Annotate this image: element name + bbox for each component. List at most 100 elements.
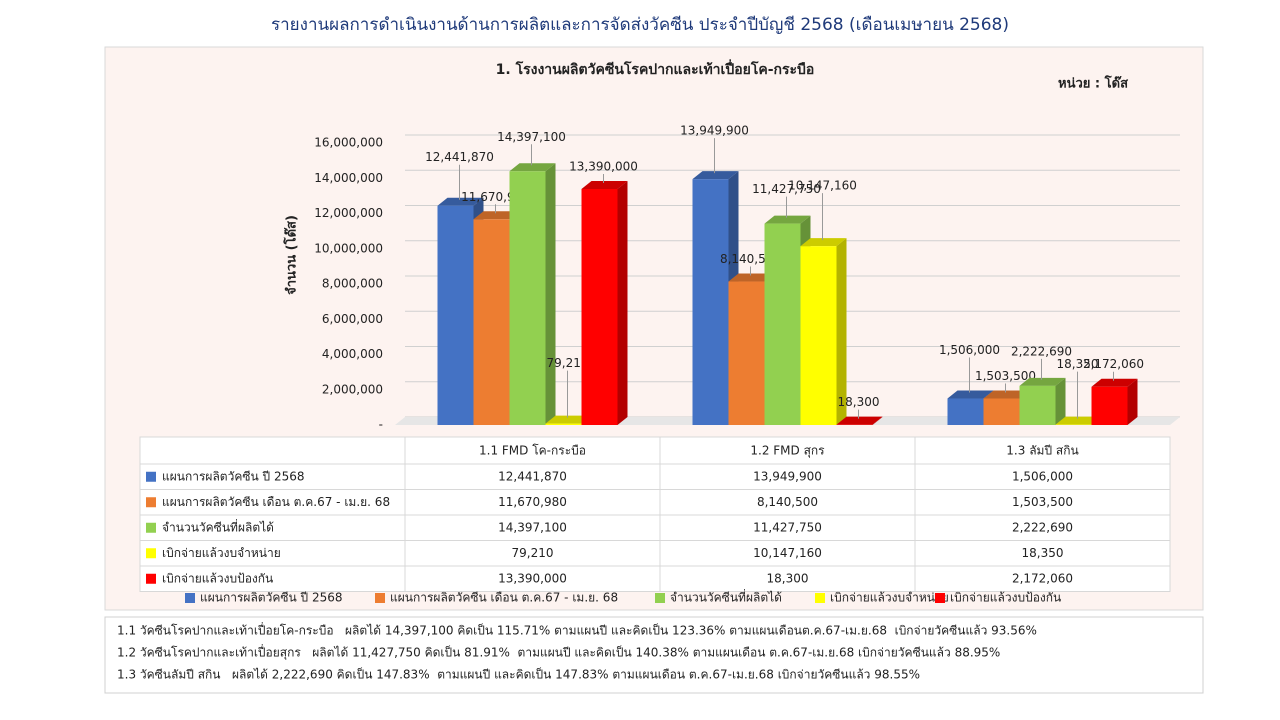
data-label: 14,397,100: [497, 130, 566, 144]
y-tick-label: 2,000,000: [322, 382, 383, 396]
table-cell: 12,441,870: [498, 469, 567, 483]
bar-top: [764, 215, 811, 224]
data-label: 11,427,750: [752, 182, 821, 196]
bar: [692, 179, 729, 425]
legend-swatch: [146, 522, 156, 533]
bar-top: [473, 211, 520, 220]
bar-top: [1091, 378, 1138, 387]
y-tick-label: 10,000,000: [314, 241, 383, 255]
bar: [947, 398, 984, 425]
bar-side: [872, 416, 883, 425]
bar-top: [1019, 377, 1066, 386]
data-label: 79,210: [547, 356, 589, 370]
table-cell: 18,350: [1022, 546, 1064, 560]
bar: [437, 205, 474, 425]
bar-top: [1055, 416, 1102, 425]
table-cell: 10,147,160: [753, 546, 822, 560]
bar: [1019, 385, 1056, 425]
data-label: 13,949,900: [680, 124, 749, 138]
y-tick-label: -: [379, 418, 383, 432]
table-cell: 11,670,980: [498, 495, 567, 509]
page-title: รายงานผลการดำเนินงานด้านการผลิตและการจัด…: [271, 15, 1009, 35]
chart-title: 1. โรงงานผลิตวัคซีนโรคปากและเท้าเปื่อยโค…: [496, 59, 815, 78]
note: 1.3 วัคซีนลัมปี สกิน ผลิตได้ 2,222,690 ค…: [117, 667, 920, 682]
bar-top: [836, 416, 883, 425]
row-label: แผนการผลิตวัคซีน ปี 2568: [162, 469, 305, 483]
bar-top: [509, 163, 556, 172]
legend-swatch: [375, 593, 385, 603]
bar-top: [947, 390, 994, 399]
table-cell: 18,300: [767, 571, 809, 585]
legend-label: เบิกจ่ายแล้วงบป้องกัน: [950, 591, 1061, 605]
table-cell: 13,949,900: [753, 469, 822, 483]
bar-side: [545, 163, 556, 426]
bar-top: [728, 273, 775, 282]
note: 1.1 วัคซีนโรคปากและเท้าเปื่อยโค-กระบือ ผ…: [117, 622, 1037, 638]
bar-top: [437, 197, 484, 206]
table-cell: 2,172,060: [1012, 571, 1073, 585]
data-label: 1,506,000: [939, 343, 1000, 357]
bar: [983, 398, 1020, 425]
bar-top: [581, 181, 628, 190]
bar: [581, 189, 618, 425]
bar-side: [617, 181, 628, 425]
bar: [1091, 386, 1128, 425]
bar: [509, 171, 546, 425]
table-cell: 13,390,000: [498, 571, 567, 585]
note: 1.2 วัคซีนโรคปากและเท้าเปื่อยสุกร ผลิตได…: [117, 644, 1000, 661]
y-tick-label: 6,000,000: [322, 312, 383, 326]
legend-swatch: [146, 573, 156, 584]
x-tick-label: 1.2 FMD สุกร: [750, 444, 825, 459]
table-cell: 1,506,000: [1012, 469, 1073, 483]
table-cell: 1,503,500: [1012, 495, 1073, 509]
x-tick-label: 1.3 ลัมปี สกิน: [1006, 444, 1078, 458]
unit-label: หน่วย : โด๊ส: [1058, 75, 1128, 92]
y-axis-title: จำนวน (โด๊ส): [283, 215, 300, 295]
bar: [764, 223, 801, 425]
data-label: 2,172,060: [1083, 357, 1144, 371]
x-tick-label: 1.1 FMD โค-กระบือ: [479, 444, 586, 458]
bar-top: [692, 171, 739, 180]
table-cell: 11,427,750: [753, 520, 822, 534]
bar: [800, 246, 837, 425]
bar-top: [800, 238, 847, 247]
legend-swatch: [815, 593, 825, 603]
table-bg: [139, 436, 1171, 592]
table-cell: 8,140,500: [757, 495, 818, 509]
row-label: เบิกจ่ายแล้วงบป้องกัน: [162, 571, 273, 585]
legend-swatch: [146, 471, 156, 482]
data-label: 18,350: [1057, 357, 1099, 371]
bar: [473, 219, 510, 425]
legend-swatch: [185, 593, 195, 603]
data-label: 1,503,500: [975, 369, 1036, 383]
bar-top: [983, 390, 1030, 399]
row-label: เบิกจ่ายแล้วงบจำหน่าย: [162, 546, 281, 560]
table-cell: 14,397,100: [498, 520, 567, 534]
bar-side: [836, 238, 847, 425]
bar-side: [1127, 378, 1138, 425]
y-tick-label: 4,000,000: [322, 347, 383, 361]
notes-box: [104, 616, 1204, 694]
legend-label: แผนการผลิตวัคซีน ปี 2568: [200, 591, 343, 605]
data-label: 12,441,870: [425, 150, 494, 164]
table-cell: 79,210: [512, 546, 554, 560]
y-tick-label: 16,000,000: [314, 136, 383, 150]
legend-label: แผนการผลิตวัคซีน เดือน ต.ค.67 - เม.ย. 68: [390, 591, 618, 605]
legend-swatch: [146, 548, 156, 559]
y-tick-label: 8,000,000: [322, 277, 383, 291]
y-tick-label: 12,000,000: [314, 206, 383, 220]
data-label: 2,222,690: [1011, 344, 1072, 358]
legend-label: จำนวนวัคซีนที่ผลิตได้: [670, 589, 782, 605]
row-label: จำนวนวัคซีนที่ผลิตได้: [162, 518, 274, 534]
bar: [545, 423, 582, 425]
bar: [728, 281, 765, 425]
y-tick-label: 14,000,000: [314, 171, 383, 185]
legend-label: เบิกจ่ายแล้วงบจำหน่าย: [830, 591, 949, 605]
data-label: 13,390,000: [569, 160, 638, 174]
legend-swatch: [655, 593, 665, 603]
bar-side: [1055, 377, 1066, 425]
table-cell: 2,222,690: [1012, 520, 1073, 534]
legend-swatch: [146, 497, 156, 508]
